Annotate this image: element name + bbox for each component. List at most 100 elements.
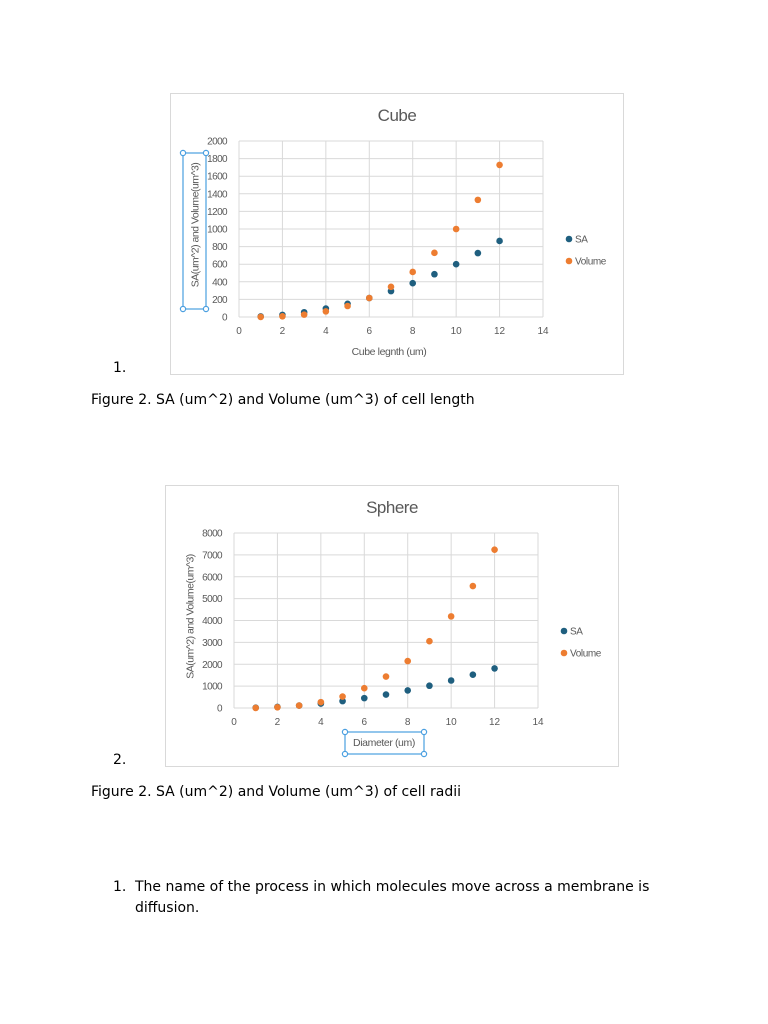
x-tick-label: 4 — [323, 326, 329, 337]
x-tick-label: 2 — [275, 717, 281, 728]
data-point-volume — [295, 702, 303, 709]
y-tick-label: 8000 — [202, 529, 223, 540]
x-tick-label: 8 — [405, 717, 411, 728]
legend-marker-sa — [560, 627, 568, 635]
data-point-volume — [382, 673, 390, 680]
x-tick-label: 12 — [489, 717, 501, 728]
y-tick-label: 2000 — [207, 137, 228, 148]
y-tick-label: 1200 — [207, 207, 228, 218]
selection-box — [344, 731, 425, 755]
legend-label-sa: SA — [575, 235, 588, 246]
list-number-2: 2. — [113, 752, 127, 768]
selection-handle — [420, 728, 428, 736]
selection-handle — [179, 305, 187, 313]
y-tick-label: 4000 — [202, 616, 223, 627]
data-point-volume — [257, 313, 265, 321]
data-point-volume — [279, 312, 286, 320]
data-point-sa — [474, 249, 482, 257]
selection-handle — [341, 750, 349, 758]
y-tick-label: 200 — [212, 295, 228, 306]
y-tick-label: 7000 — [202, 550, 223, 561]
x-tick-label: 4 — [318, 717, 324, 728]
y-tick-label: 1600 — [207, 172, 228, 183]
x-tick-label: 2 — [280, 326, 286, 337]
x-tick-label: 12 — [494, 326, 506, 337]
x-axis-label: Cube legnth (um) — [352, 346, 427, 358]
selection-handle — [202, 149, 210, 157]
y-axis-label: SA(um^2) and Volume(um^3) — [185, 554, 197, 679]
data-point-volume — [469, 582, 477, 590]
list-number-1: 1. — [113, 360, 127, 376]
y-tick-label: 6000 — [202, 572, 223, 583]
y-tick-label: 0 — [217, 704, 223, 715]
selection-handle — [341, 728, 349, 736]
cube-chart-svg: Cube 0 200 400 600 800 1000 1200 1400 1600 1800 200… — [179, 106, 607, 358]
data-point-volume — [409, 268, 417, 276]
x-axis-label: Diameter (um) — [353, 737, 415, 749]
data-point-sa — [496, 237, 503, 245]
sphere-chart-svg: Sphere 0 1000 2000 3000 4000 5000 6000 7000 8000 0… — [185, 498, 602, 758]
x-tick-label: 10 — [446, 717, 458, 728]
figure-caption-2: Figure 2. SA (um^2) and Volume (um^3) of… — [91, 784, 462, 800]
x-tick-label: 0 — [236, 326, 242, 337]
data-point-sa — [491, 665, 498, 672]
data-point-sa — [447, 677, 455, 684]
data-point-sa — [404, 687, 412, 694]
legend-label-sa: SA — [570, 627, 583, 638]
legend-label-volume: Volume — [575, 257, 607, 268]
cube-chart[interactable]: Cube 0 200 400 600 800 1000 1200 1400 1600 1800 200… — [170, 93, 624, 375]
y-tick-label: 1800 — [207, 154, 228, 165]
data-point-volume — [431, 249, 438, 257]
x-tick-label: 0 — [231, 717, 237, 728]
data-point-sa — [426, 682, 433, 690]
data-point-volume — [387, 283, 395, 291]
y-tick-label: 3000 — [202, 638, 223, 649]
data-point-volume — [344, 302, 351, 310]
data-point-volume — [474, 196, 482, 204]
data-point-volume — [252, 704, 260, 712]
data-point-volume — [322, 308, 330, 315]
data-point-volume — [404, 657, 412, 665]
y-tick-label: 1000 — [202, 682, 223, 693]
data-point-volume — [426, 637, 433, 645]
selection-handle — [179, 149, 187, 157]
x-tick-label: 14 — [537, 326, 549, 337]
legend-label-volume: Volume — [570, 649, 602, 660]
y-tick-label: 2000 — [202, 660, 223, 671]
data-point-volume — [496, 161, 503, 169]
legend-marker-volume — [560, 649, 568, 657]
selection-handle — [420, 750, 428, 758]
x-tick-label: 14 — [532, 717, 544, 728]
legend-marker-volume — [565, 257, 573, 265]
data-point-sa — [469, 671, 477, 679]
y-tick-label: 1400 — [207, 189, 228, 200]
y-tick-label: 5000 — [202, 594, 223, 605]
data-point-volume — [317, 698, 325, 706]
chart-title: Cube — [378, 106, 417, 125]
x-tick-label: 8 — [410, 326, 416, 337]
y-tick-label: 600 — [212, 260, 228, 271]
y-tick-label: 0 — [222, 313, 228, 324]
data-point-volume — [447, 613, 455, 620]
data-point-sa — [382, 691, 390, 698]
data-point-volume — [360, 684, 368, 692]
y-tick-label: 800 — [212, 242, 228, 253]
x-tick-label: 6 — [362, 717, 368, 728]
data-point-sa — [452, 260, 460, 268]
y-tick-label: 1000 — [207, 225, 228, 236]
data-point-volume — [365, 294, 373, 302]
sphere-chart[interactable]: Sphere 0 1000 2000 3000 4000 5000 6000 7000 8000 0… — [165, 485, 619, 767]
selection-handle — [202, 305, 210, 313]
y-tick-label: 400 — [212, 277, 228, 288]
data-point-volume — [339, 693, 346, 700]
x-tick-label: 10 — [451, 326, 463, 337]
data-point-volume — [300, 311, 308, 318]
data-point-volume — [452, 225, 460, 233]
x-tick-label: 6 — [367, 326, 373, 337]
data-point-sa — [431, 270, 438, 278]
data-point-sa — [360, 694, 368, 702]
y-axis-label: SA(um^2) and Volume(um^3) — [190, 163, 202, 288]
data-point-volume — [274, 703, 281, 711]
data-point-volume — [491, 546, 498, 553]
selection-box — [182, 152, 207, 310]
